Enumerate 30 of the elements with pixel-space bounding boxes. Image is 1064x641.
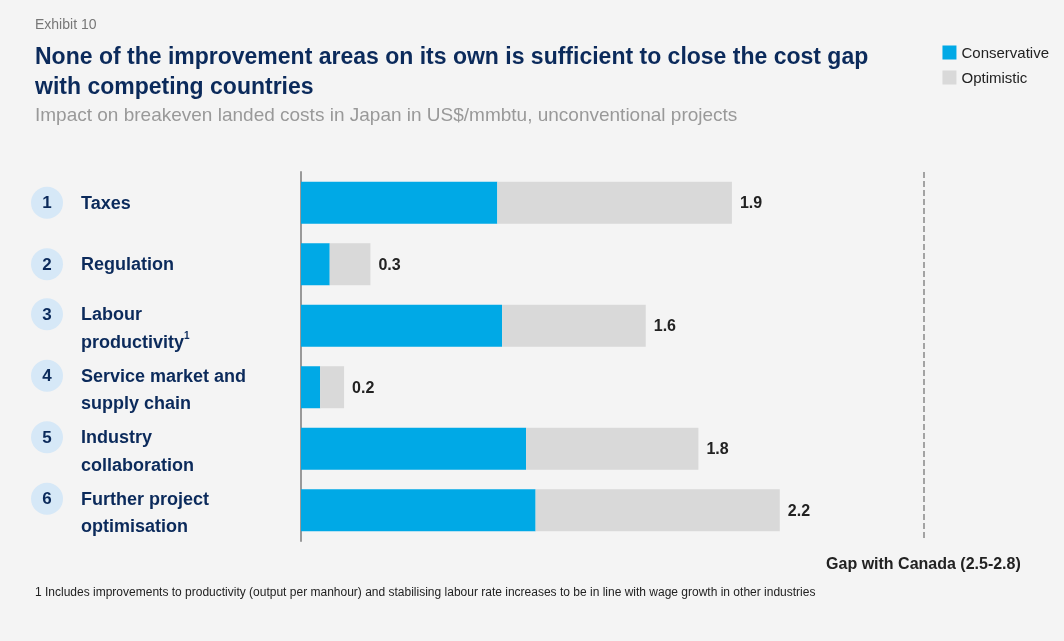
- bar: [301, 489, 536, 532]
- category-label: 4 Service market and supply chain: [42, 365, 247, 414]
- category-label: 6 Further project optimisation: [42, 488, 210, 537]
- bar: [526, 427, 699, 470]
- text: Exhibit 10: [35, 16, 97, 32]
- legend-label: Conservative: [961, 44, 1050, 61]
- annotation: 1.6: [653, 317, 677, 335]
- legend-label: Optimistic: [961, 69, 1028, 86]
- annotation: 0.3: [378, 255, 401, 273]
- category-label: 2 Regulation: [42, 254, 174, 275]
- category-label: 1 Taxes: [42, 192, 131, 213]
- bar: [301, 366, 321, 409]
- bar: [497, 181, 732, 224]
- text: 1 Includes improvements to productivity (output per manhour) and stabilising labour rate increases to be in line with wage growth in other industries: [35, 585, 816, 599]
- annotation: 1.8: [706, 440, 729, 458]
- annotation: 0.2: [352, 378, 375, 396]
- annotation: 2.2: [787, 501, 811, 519]
- annotation: 1.9: [739, 194, 763, 212]
- bar: [502, 304, 646, 347]
- bar: [301, 243, 330, 286]
- bar: [535, 489, 780, 532]
- category-label: 5 Industry collaboration: [42, 427, 195, 475]
- bar: [301, 304, 503, 347]
- chart-title: None of the improvement areas on its own is sufficient to close the cost gap with competing countries: [34, 43, 875, 99]
- bar: [329, 243, 371, 286]
- chart-subtitle: Impact on breakeven landed costs in Japan in US$/mmbtu, unconventional projects: [35, 104, 738, 125]
- bar: [301, 427, 527, 470]
- bar: [320, 366, 345, 409]
- bar: [301, 181, 498, 224]
- ref-line-label: Gap with Canada (2.5-2.8): [826, 554, 1021, 572]
